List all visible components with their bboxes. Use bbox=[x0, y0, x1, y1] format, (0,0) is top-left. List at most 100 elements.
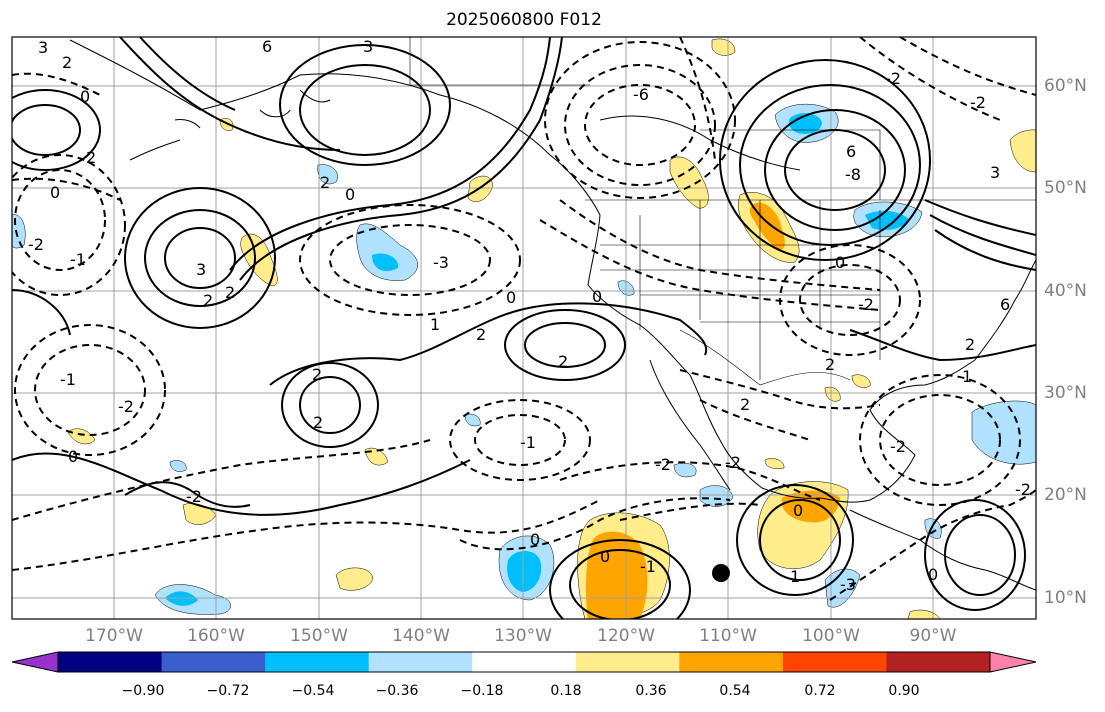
colorbar-min-extension bbox=[11, 651, 59, 673]
contour-label: 1 bbox=[790, 567, 800, 586]
negative-anomaly-patch bbox=[169, 460, 187, 472]
lat-label: 10°N bbox=[1044, 588, 1087, 608]
contour-label: 1 bbox=[962, 367, 972, 386]
negative-anomaly-core bbox=[372, 253, 399, 272]
contour-label: 0 bbox=[506, 288, 516, 307]
colorbar bbox=[11, 651, 1037, 673]
contour-label: -1 bbox=[70, 250, 86, 269]
lat-label: 30°N bbox=[1044, 383, 1087, 403]
negative-contours bbox=[12, 37, 1036, 601]
colorbar-tick-label: −0.54 bbox=[291, 683, 335, 699]
colorbar-bin bbox=[58, 652, 163, 672]
positive-anomaly-patch bbox=[764, 458, 785, 469]
contour-label: 2 bbox=[740, 395, 750, 414]
contour-label: -2 bbox=[885, 69, 901, 88]
colorbar-bin bbox=[472, 652, 577, 672]
contour-label: -8 bbox=[845, 165, 861, 184]
negative-anomaly-patch bbox=[356, 223, 418, 281]
colorbar-tick-label: 0.90 bbox=[888, 683, 920, 699]
contour-label: 0 bbox=[80, 87, 90, 106]
colorbar-tick-label: −0.72 bbox=[206, 683, 250, 699]
lon-label: 130°W bbox=[494, 626, 552, 646]
positive-anomaly-patch bbox=[711, 38, 736, 56]
colorbar-bin bbox=[368, 652, 473, 672]
contour-label: -3 bbox=[840, 575, 856, 594]
colorbar-tick-label: 0.36 bbox=[635, 683, 667, 699]
contour-label: -2 bbox=[858, 295, 874, 314]
colorbar-tick-label: 0.54 bbox=[719, 683, 751, 699]
colorbar-tick-label: −0.18 bbox=[460, 683, 504, 699]
contour-label: 0 bbox=[50, 183, 60, 202]
contour-label: -2 bbox=[118, 397, 134, 416]
contour-label: -3 bbox=[433, 253, 449, 272]
contour-label: 0 bbox=[592, 287, 602, 306]
positive-anomaly-patch bbox=[824, 386, 841, 402]
contour-label: 6 bbox=[846, 142, 856, 161]
contour-label: 0 bbox=[835, 253, 845, 272]
contour-label: 2 bbox=[86, 148, 96, 167]
colorbar-tick-label: 0.72 bbox=[804, 683, 836, 699]
contour-label: 3 bbox=[990, 163, 1000, 182]
lon-label: 120°W bbox=[597, 626, 655, 646]
contour-label: -2 bbox=[186, 487, 202, 506]
contour-label: 2 bbox=[965, 335, 975, 354]
positive-anomaly-core bbox=[585, 531, 648, 619]
contour-label: -2 bbox=[28, 235, 44, 254]
contour-label: 2 bbox=[313, 413, 323, 432]
negative-anomaly-patch bbox=[971, 400, 1036, 465]
contour-label: -1 bbox=[60, 370, 76, 389]
contour-label: 2 bbox=[825, 355, 835, 374]
colorbar-bin bbox=[161, 652, 266, 672]
positive-anomaly-patch bbox=[851, 374, 871, 388]
contour-label: 0 bbox=[68, 447, 78, 466]
lon-label: 150°W bbox=[290, 626, 348, 646]
contour-label: -2 bbox=[725, 453, 741, 472]
lon-label: 170°W bbox=[85, 626, 143, 646]
contour-label: -1 bbox=[520, 433, 536, 452]
lat-label: 60°N bbox=[1044, 76, 1087, 96]
contour-label: 0 bbox=[928, 565, 938, 584]
contour-label: 2 bbox=[558, 352, 568, 371]
contour-labels: 3 2 0 6 3 2 2 0 -1 3 2 0 -3 -2 0 2 1 2 2… bbox=[28, 37, 1031, 594]
colorbar-bin bbox=[782, 652, 887, 672]
contour-label: 3 bbox=[196, 260, 206, 279]
lon-label: 160°W bbox=[187, 626, 245, 646]
colorbar-tick-label: −0.36 bbox=[375, 683, 419, 699]
shading-layer bbox=[12, 38, 1036, 619]
contour-label: 6 bbox=[1000, 295, 1010, 314]
contour-label: 2 bbox=[320, 173, 330, 192]
coastlines bbox=[69, 39, 1036, 591]
location-marker bbox=[712, 564, 730, 582]
negative-anomaly-patch bbox=[699, 485, 734, 507]
lon-label: 90°W bbox=[909, 626, 957, 646]
positive-contours bbox=[12, 37, 1036, 619]
positive-anomaly-patch bbox=[907, 609, 941, 619]
contour-label: 0 bbox=[600, 547, 610, 566]
plot-area bbox=[12, 37, 1036, 619]
lat-label: 40°N bbox=[1044, 281, 1087, 301]
negative-anomaly-core bbox=[507, 551, 542, 592]
contour-label: 0 bbox=[530, 530, 540, 549]
colorbar-bin bbox=[265, 652, 370, 672]
lon-label: 110°W bbox=[699, 626, 757, 646]
contour-label: 0 bbox=[793, 501, 803, 520]
contour-label: 2 bbox=[312, 365, 322, 384]
contour-label: 2 bbox=[476, 325, 486, 344]
map-title: 2025060800 F012 bbox=[446, 10, 602, 30]
positive-anomaly-patch bbox=[1009, 129, 1036, 173]
contour-label: -1 bbox=[640, 557, 656, 576]
lon-label: 140°W bbox=[392, 626, 450, 646]
contour-label: -2 bbox=[655, 455, 671, 474]
contour-label: -2 bbox=[1015, 480, 1031, 499]
positive-anomaly-patch bbox=[335, 567, 374, 591]
lon-label: 100°W bbox=[802, 626, 860, 646]
contour-label: 1 bbox=[430, 315, 440, 334]
colorbar-max-extension bbox=[989, 651, 1037, 673]
positive-anomaly-patch bbox=[67, 428, 96, 445]
colorbar-tick-label: −0.90 bbox=[121, 683, 165, 699]
contour-label: 6 bbox=[262, 37, 272, 56]
contour-label: 0 bbox=[345, 185, 355, 204]
contour-label: 3 bbox=[363, 37, 373, 56]
contour-label: 2 bbox=[62, 53, 72, 72]
